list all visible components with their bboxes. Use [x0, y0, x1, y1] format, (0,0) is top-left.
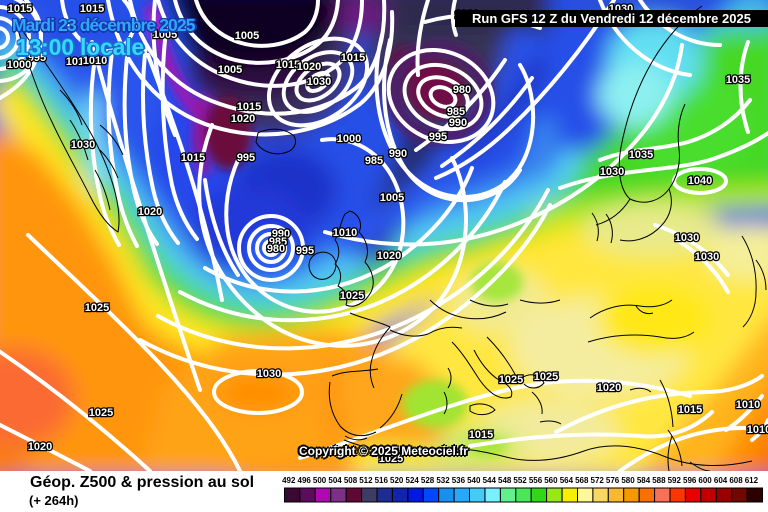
svg-text:1015: 1015	[181, 152, 205, 164]
svg-text:568: 568	[575, 476, 589, 485]
svg-text:504: 504	[328, 476, 342, 485]
svg-text:584: 584	[637, 476, 651, 485]
svg-text:540: 540	[467, 476, 481, 485]
svg-text:1015: 1015	[469, 429, 493, 441]
svg-text:980: 980	[267, 243, 285, 255]
svg-text:1025: 1025	[340, 290, 364, 302]
svg-text:1030: 1030	[307, 76, 331, 88]
svg-text:1025: 1025	[499, 374, 523, 386]
svg-text:1020: 1020	[231, 113, 255, 125]
svg-text:500: 500	[313, 476, 327, 485]
svg-text:1015: 1015	[341, 52, 365, 64]
svg-text:580: 580	[621, 476, 635, 485]
svg-text:1030: 1030	[600, 166, 624, 178]
svg-text:995: 995	[237, 152, 255, 164]
svg-text:1015: 1015	[276, 59, 300, 71]
svg-text:608: 608	[729, 476, 743, 485]
svg-text:985: 985	[447, 106, 465, 118]
svg-text:990: 990	[449, 117, 467, 129]
svg-text:604: 604	[714, 476, 728, 485]
svg-text:496: 496	[298, 476, 312, 485]
svg-text:995: 995	[429, 131, 447, 143]
svg-text:512: 512	[359, 476, 373, 485]
svg-text:520: 520	[390, 476, 404, 485]
svg-text:544: 544	[483, 476, 497, 485]
svg-text:1020: 1020	[377, 250, 401, 262]
svg-text:1010: 1010	[83, 55, 107, 67]
svg-text:1025: 1025	[85, 302, 109, 314]
svg-text:1005: 1005	[235, 30, 259, 42]
svg-text:572: 572	[591, 476, 605, 485]
svg-text:1035: 1035	[629, 149, 653, 161]
svg-text:985: 985	[269, 236, 287, 248]
svg-text:1020: 1020	[597, 382, 621, 394]
svg-text:1010: 1010	[747, 424, 768, 436]
svg-text:1005: 1005	[218, 64, 242, 76]
svg-text:592: 592	[668, 476, 682, 485]
svg-text:576: 576	[606, 476, 620, 485]
svg-text:612: 612	[745, 476, 759, 485]
svg-text:1015: 1015	[80, 3, 104, 15]
svg-text:1035: 1035	[726, 74, 750, 86]
svg-text:508: 508	[344, 476, 358, 485]
svg-text:1015: 1015	[8, 3, 32, 15]
svg-text:1030: 1030	[675, 232, 699, 244]
svg-text:600: 600	[698, 476, 712, 485]
svg-text:536: 536	[452, 476, 466, 485]
svg-text:995: 995	[28, 52, 46, 64]
svg-text:524: 524	[406, 476, 420, 485]
svg-text:1005: 1005	[153, 29, 177, 41]
svg-text:1000: 1000	[7, 59, 31, 71]
svg-text:985: 985	[365, 155, 383, 167]
svg-text:1025: 1025	[379, 453, 403, 465]
svg-text:1020: 1020	[297, 61, 321, 73]
svg-text:492: 492	[282, 476, 296, 485]
svg-text:1030: 1030	[71, 139, 95, 151]
svg-text:1040: 1040	[688, 175, 712, 187]
svg-text:516: 516	[375, 476, 389, 485]
svg-text:1025: 1025	[534, 371, 558, 383]
svg-text:995: 995	[296, 245, 314, 257]
svg-text:596: 596	[683, 476, 697, 485]
svg-text:1010: 1010	[333, 227, 357, 239]
svg-text:1015: 1015	[237, 101, 261, 113]
svg-text:1015: 1015	[678, 404, 702, 416]
svg-text:528: 528	[421, 476, 435, 485]
svg-text:1010: 1010	[66, 56, 90, 68]
svg-text:588: 588	[652, 476, 666, 485]
svg-text:1030: 1030	[257, 368, 281, 380]
svg-text:552: 552	[513, 476, 527, 485]
svg-text:548: 548	[498, 476, 512, 485]
svg-text:1020: 1020	[28, 441, 52, 453]
svg-text:560: 560	[544, 476, 558, 485]
svg-text:1005: 1005	[380, 192, 404, 204]
svg-text:1030: 1030	[695, 251, 719, 263]
svg-text:1000: 1000	[337, 133, 361, 145]
svg-text:532: 532	[436, 476, 450, 485]
svg-text:990: 990	[389, 148, 407, 160]
svg-text:556: 556	[529, 476, 543, 485]
svg-text:1010: 1010	[736, 399, 760, 411]
svg-text:1025: 1025	[89, 407, 113, 419]
svg-text:980: 980	[453, 84, 471, 96]
svg-text:1020: 1020	[138, 206, 162, 218]
svg-text:564: 564	[560, 476, 574, 485]
svg-text:990: 990	[272, 228, 290, 240]
